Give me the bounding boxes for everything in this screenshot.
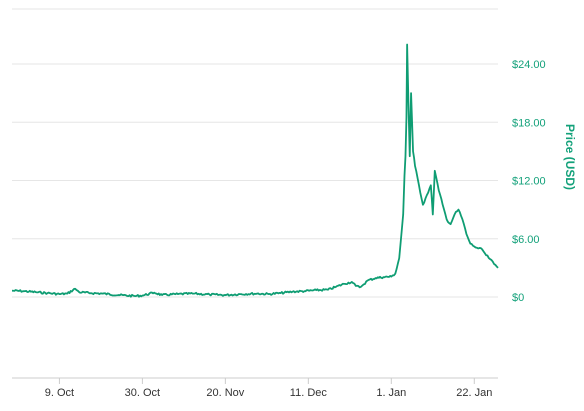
y-axis-ticks: $0 $6.00 $12.00 $18.00 $24.00 xyxy=(512,59,546,304)
y-tick-label-4: $24.00 xyxy=(512,59,546,71)
series-layer xyxy=(11,43,499,298)
y-tick-label-2: $12.00 xyxy=(512,176,546,188)
x-axis-ticks: 9. Oct 30. Oct 20. Nov 11. Dec 1. Jan 22. Jan xyxy=(45,378,492,399)
x-tick-label-4: 1. Jan xyxy=(376,387,406,399)
x-tick-label-0: 9. Oct xyxy=(45,387,74,399)
gridlines xyxy=(12,8,498,298)
y-axis-title: Price (USD) xyxy=(563,124,577,190)
y-tick-label-3: $18.00 xyxy=(512,117,546,129)
price-line-series-0 xyxy=(11,43,499,298)
x-tick-label-5: 22. Jan xyxy=(456,387,492,399)
x-tick-label-2: 20. Nov xyxy=(206,387,244,399)
y-tick-label-0: $0 xyxy=(512,292,524,304)
y-tick-label-1: $6.00 xyxy=(512,234,540,246)
x-tick-label-3: 11. Dec xyxy=(290,387,328,399)
x-tick-label-1: 30. Oct xyxy=(125,387,160,399)
